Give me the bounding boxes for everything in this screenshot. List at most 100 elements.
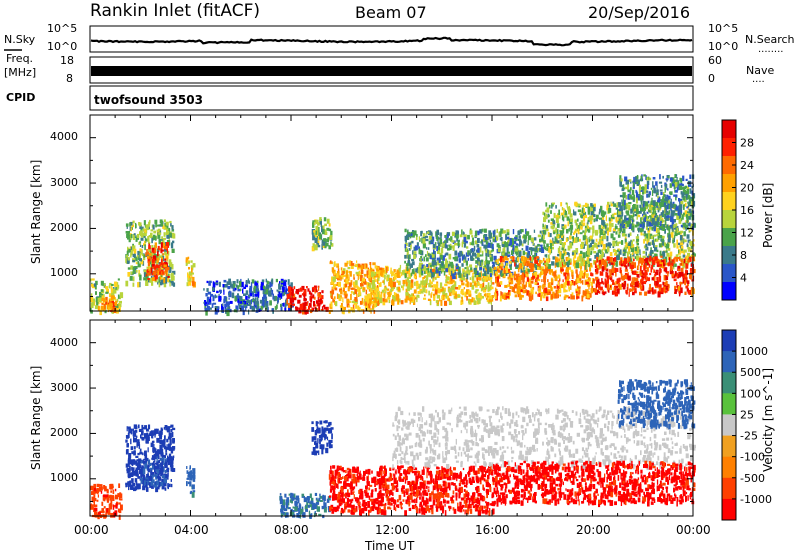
power-cell-11 — [504, 284, 508, 288]
power-cell-11 — [537, 278, 541, 282]
power-cell-2 — [129, 275, 133, 281]
power-cell-10 — [431, 233, 433, 239]
nsky-right-tick-bottom: 10^0 — [708, 40, 738, 53]
power-cell-12 — [607, 242, 611, 249]
power-cell-11 — [510, 286, 513, 289]
power-cell-12 — [560, 261, 562, 267]
power-cell-10 — [477, 257, 480, 262]
power-cell-10 — [458, 266, 461, 272]
power-cell-13 — [654, 256, 658, 261]
power-cell-10 — [507, 254, 511, 257]
power-cell-9 — [378, 294, 381, 300]
power-cell-10 — [521, 248, 524, 251]
power-cell-11 — [499, 264, 503, 269]
power-cell-9 — [459, 275, 461, 282]
power-cell-9 — [384, 285, 387, 289]
power-cell-5 — [257, 288, 259, 293]
power-cell-9 — [480, 295, 484, 299]
power-cell-12 — [567, 221, 569, 227]
power-cell-12 — [588, 252, 591, 257]
power-cell-12 — [687, 239, 691, 243]
velocity-cell-0 — [119, 498, 123, 501]
power-cell-5 — [261, 279, 265, 283]
power-cell-10 — [492, 236, 495, 239]
power-cell-9 — [408, 294, 412, 298]
power-cell-2 — [170, 242, 174, 249]
power-cell-9 — [468, 293, 472, 297]
power-cell-13 — [636, 274, 640, 278]
power-cell-11 — [520, 289, 523, 293]
power-cell-9 — [486, 297, 488, 300]
power-cell-12 — [587, 244, 590, 251]
power-cell-2 — [130, 265, 133, 270]
power-cell-3 — [157, 269, 160, 276]
power-cell-2 — [167, 265, 170, 268]
power-cell-10 — [404, 260, 406, 264]
power-cell-7 — [326, 227, 330, 231]
power-cell-5 — [271, 308, 274, 312]
power-cell-8 — [356, 273, 360, 277]
power-cell-12 — [645, 251, 647, 256]
power-cell-14 — [664, 213, 667, 218]
power-cell-11 — [514, 291, 517, 294]
power-cell-13 — [623, 280, 627, 285]
power-cell-12 — [543, 234, 545, 240]
power-cell-11 — [540, 291, 544, 297]
power-cell-10 — [421, 258, 423, 261]
power-cell-14 — [674, 174, 677, 179]
power-cell-8 — [366, 305, 369, 310]
power-cell-7 — [314, 237, 318, 244]
power-cell-12 — [632, 239, 635, 242]
power-cell-11 — [536, 282, 539, 286]
power-cell-5 — [263, 299, 266, 306]
power-cell-7 — [313, 221, 316, 226]
power-cell-14 — [626, 203, 629, 208]
power-cell-6 — [304, 309, 307, 315]
power-cell-8 — [361, 309, 364, 312]
power-cell-12 — [599, 217, 602, 220]
power-cell-13 — [639, 285, 643, 290]
power-cell-10 — [407, 259, 410, 263]
power-cell-11 — [586, 290, 590, 294]
power-cell-13 — [602, 289, 604, 293]
power-cell-13 — [653, 289, 657, 294]
power-cell-14 — [637, 179, 640, 183]
power-cell-0 — [119, 300, 122, 304]
power-cell-5 — [259, 299, 263, 304]
power-cell-0 — [104, 309, 107, 314]
power-cell-2 — [139, 244, 142, 247]
power-cell-2 — [145, 277, 149, 282]
power-cell-11 — [508, 278, 511, 283]
power-cell-5 — [245, 290, 249, 295]
power-cell-12 — [625, 233, 627, 237]
power-cell-2 — [164, 278, 168, 284]
power-cell-6 — [291, 288, 294, 294]
power-cell-2 — [150, 232, 153, 239]
power-cell-0 — [99, 309, 102, 316]
power-cell-10 — [540, 249, 545, 253]
power-cell-9 — [433, 265, 435, 272]
power-cell-12 — [577, 209, 582, 213]
power-cell-9 — [471, 275, 475, 281]
power-cell-13 — [674, 256, 677, 259]
power-cell-9 — [398, 281, 400, 285]
power-cell-0 — [93, 283, 96, 287]
power-cell-8 — [355, 285, 359, 288]
power-cell-10 — [414, 245, 418, 251]
power-cell-5 — [270, 279, 273, 285]
power-cell-11 — [522, 266, 524, 271]
power-cell-9 — [404, 298, 408, 303]
power-cell-11 — [563, 288, 566, 293]
power-cell-9 — [413, 289, 417, 294]
power-cell-11 — [575, 269, 578, 274]
power-cell-14 — [680, 205, 682, 211]
power-cell-10 — [488, 250, 492, 255]
power-cell-2 — [143, 240, 146, 244]
power-cell-2 — [139, 274, 142, 281]
velocity-cell-0 — [112, 496, 115, 501]
power-cell-11 — [525, 267, 528, 272]
power-cell-11 — [521, 272, 525, 278]
power-cell-10 — [440, 247, 444, 254]
power-cell-12 — [576, 233, 578, 239]
power-cell-11 — [517, 267, 520, 273]
